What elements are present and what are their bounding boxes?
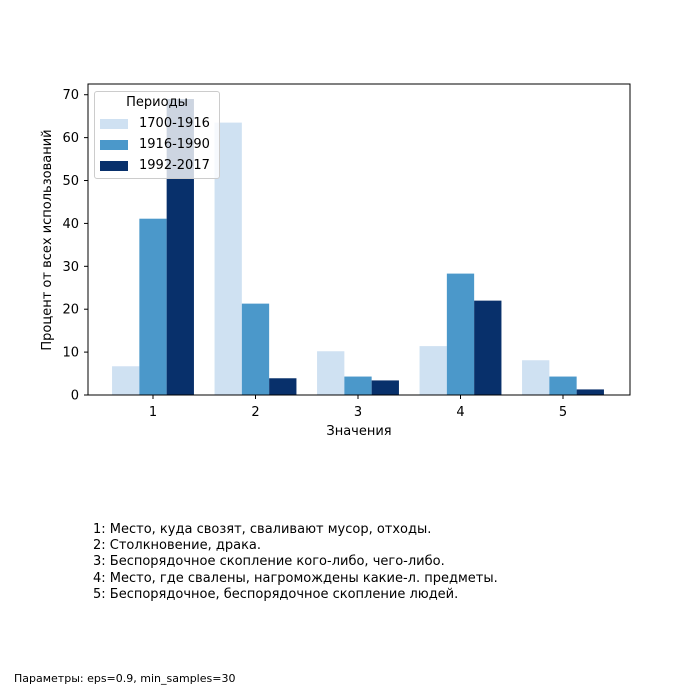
- bar-s1-c1: [112, 366, 140, 395]
- y-tick-label: 50: [62, 174, 79, 189]
- legend-swatch: [100, 161, 128, 171]
- legend-label: 1916-1990: [139, 137, 210, 152]
- legend-title: Периоды: [126, 95, 188, 110]
- parameters-text: Параметры: eps=0.9, min_samples=30: [14, 672, 236, 685]
- note-4: 4: Место, где свалены, нагромождены каки…: [93, 570, 498, 586]
- y-tick-label: 60: [62, 131, 79, 146]
- y-tick-label: 70: [62, 88, 79, 103]
- x-tick-label: 1: [149, 405, 157, 420]
- x-tick-label: 5: [559, 405, 567, 420]
- bars-group: [112, 99, 604, 396]
- bar-s3-c3: [371, 380, 399, 395]
- x-tick-label: 2: [251, 405, 259, 420]
- note-2: 2: Столкновение, драка.: [93, 538, 262, 554]
- x-tick-label: 3: [354, 405, 362, 420]
- plot-frame: [87, 83, 631, 396]
- bar-s1-c5: [522, 360, 550, 395]
- y-tick-label: 30: [62, 260, 79, 275]
- bar-s3-c4: [474, 300, 502, 395]
- legend: Периоды 1700-1916 1916-1990 1992-2017: [94, 91, 220, 179]
- legend-swatch: [100, 140, 128, 150]
- bar-s1-c4: [419, 346, 447, 395]
- y-axis-ticks: 0 10 20 30 40 50 60 70: [62, 88, 88, 404]
- bar-s2-c1: [139, 218, 167, 395]
- note-1: 1: Место, куда свозят, сваливают мусор, …: [93, 522, 432, 537]
- bar-s2-c5: [549, 376, 577, 395]
- bar-s3-c5: [576, 389, 604, 395]
- y-tick-label: 20: [62, 303, 79, 318]
- note-3: 3: Беспорядочное скопление кого-либо, че…: [93, 554, 445, 570]
- category-notes: 1: Место, куда свозят, сваливают мусор, …: [93, 522, 498, 603]
- x-axis-label: Значения: [326, 424, 391, 439]
- bar-s2-c4: [446, 273, 475, 395]
- legend-swatch: [100, 119, 128, 129]
- bar-s1-c3: [317, 351, 345, 395]
- bar-s2-c3: [344, 376, 372, 395]
- x-axis-ticks: 1 2 3 4 5: [149, 395, 567, 420]
- y-tick-label: 10: [62, 346, 79, 361]
- legend-label: 1700-1916: [139, 116, 210, 131]
- y-axis-label: Процент от всех использований: [40, 129, 55, 350]
- y-tick-label: 0: [71, 389, 79, 404]
- x-tick-label: 4: [456, 405, 464, 420]
- legend-label: 1992-2017: [139, 158, 210, 173]
- bar-s2-c2: [241, 303, 270, 395]
- bar-s3-c2: [269, 378, 297, 395]
- note-5: 5: Беспорядочное, беспорядочное скоплени…: [93, 586, 459, 602]
- y-tick-label: 40: [62, 217, 79, 232]
